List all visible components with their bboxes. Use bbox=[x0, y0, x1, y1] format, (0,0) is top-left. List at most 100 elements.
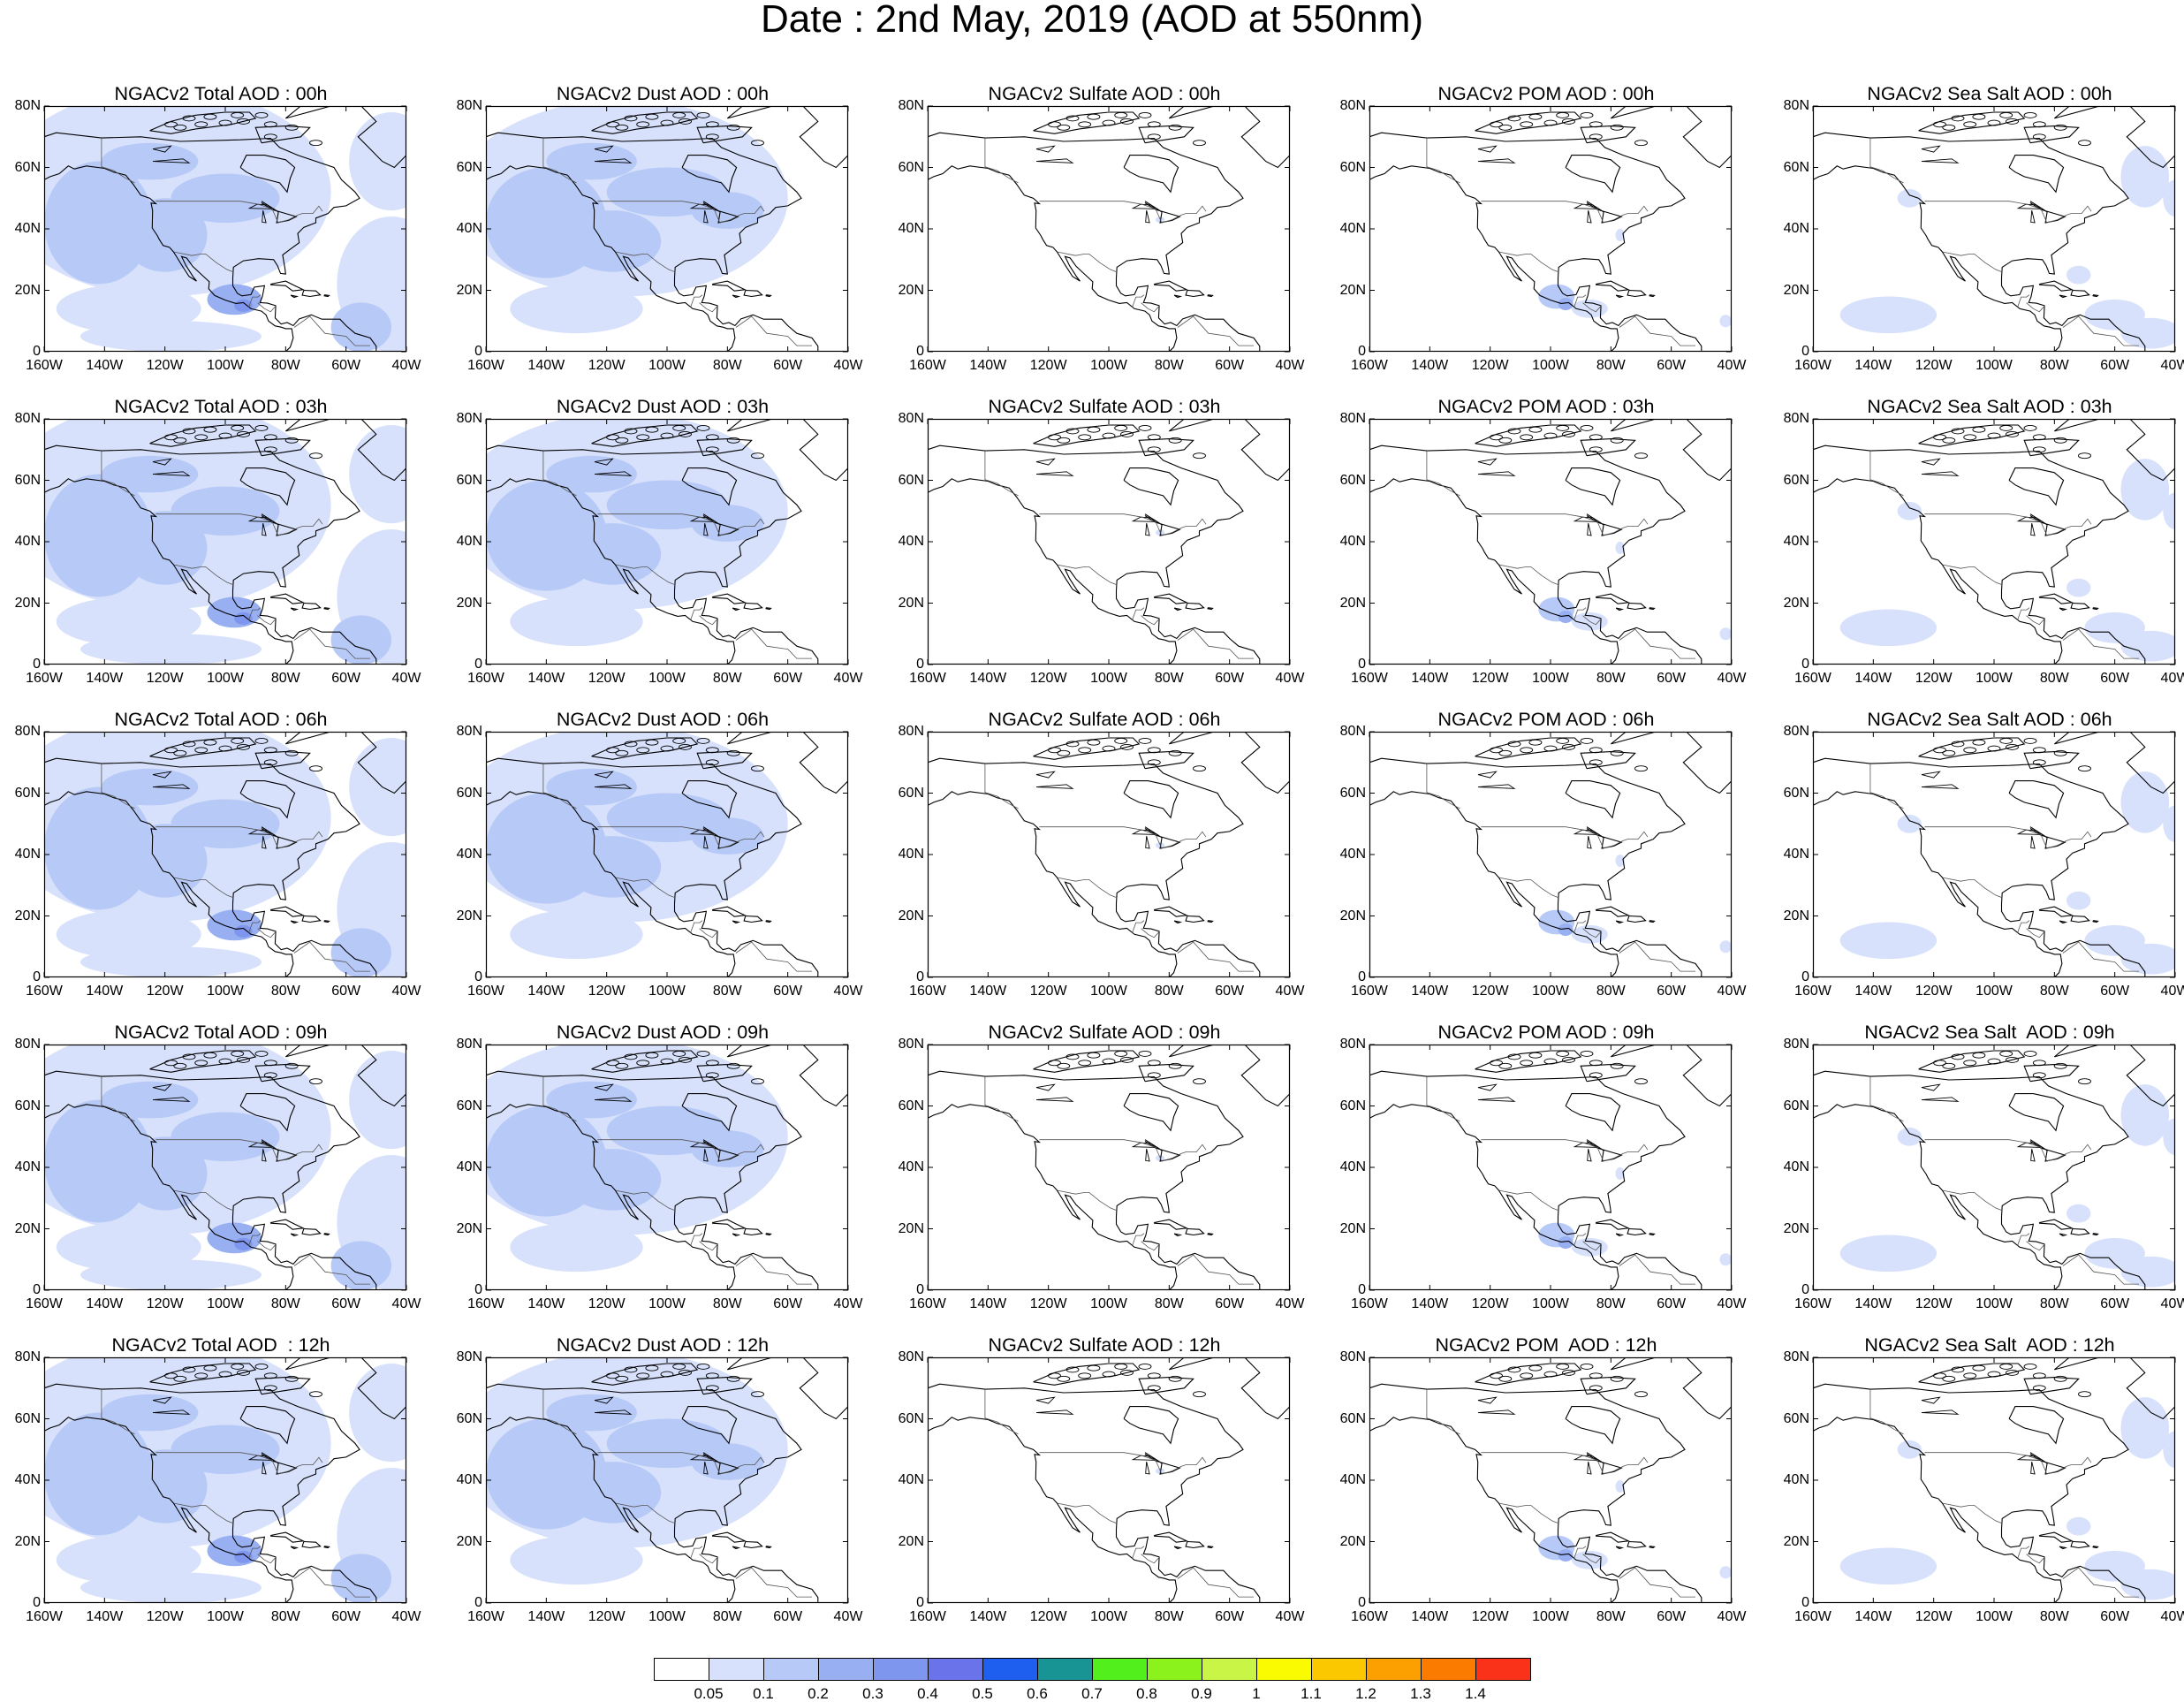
arctic-island-outline bbox=[679, 743, 692, 750]
coastline bbox=[1138, 438, 1194, 457]
lon-tick-label: 120W bbox=[1029, 671, 1067, 686]
lat-tick-label: 60N bbox=[456, 785, 482, 801]
aod-shade-region bbox=[2163, 179, 2175, 217]
arctic-island-outline bbox=[1610, 1375, 1624, 1382]
lake-outline bbox=[594, 1083, 614, 1091]
lake-outline bbox=[1035, 458, 1056, 466]
arctic-island-outline bbox=[1634, 1391, 1648, 1398]
coastline bbox=[1580, 1377, 1636, 1395]
arctic-island-outline bbox=[726, 437, 740, 444]
political-border bbox=[1924, 201, 2092, 224]
arctic-island-outline bbox=[1490, 1060, 1503, 1067]
lat-tick-label: 40N bbox=[1783, 221, 1809, 236]
lake-outline bbox=[689, 1455, 715, 1461]
arctic-island-outline bbox=[1114, 737, 1128, 744]
arctic-island-outline bbox=[1078, 747, 1092, 754]
arctic-island-outline bbox=[2032, 1060, 2046, 1067]
lake-outline bbox=[1035, 771, 1056, 779]
aod-shade-region bbox=[330, 1554, 391, 1603]
lake-outline bbox=[2016, 203, 2042, 209]
arctic-island-outline bbox=[751, 140, 764, 147]
lake-outline bbox=[152, 1409, 191, 1415]
panel-title: NGACv2 POM AOD : 09h bbox=[1437, 1022, 1655, 1043]
political-border bbox=[173, 877, 234, 899]
arctic-island-outline bbox=[1610, 437, 1624, 444]
lat-tick-label: 20N bbox=[898, 908, 924, 923]
lon-tick-label: 100W bbox=[1532, 671, 1569, 686]
coastline bbox=[1207, 920, 1214, 923]
coastline bbox=[1580, 751, 1636, 770]
panel-title: NGACv2 Sulfate AOD : 12h bbox=[988, 1334, 1221, 1356]
coastline bbox=[681, 155, 738, 194]
arctic-island-outline bbox=[1048, 1060, 1061, 1067]
coastline bbox=[928, 444, 1261, 665]
lake-outline bbox=[594, 145, 614, 153]
lon-tick-label: 100W bbox=[1090, 1609, 1127, 1624]
coastline bbox=[1240, 1045, 1290, 1107]
panel-title: NGACv2 Dust AOD : 06h bbox=[556, 709, 770, 730]
lon-tick-label: 80W bbox=[2039, 671, 2069, 686]
political-border bbox=[735, 315, 812, 346]
aod-shade-region bbox=[510, 284, 643, 334]
arctic-island-outline bbox=[2023, 1363, 2037, 1370]
political-border bbox=[1426, 1389, 1460, 1435]
lat-tick-label: 60N bbox=[898, 1098, 924, 1113]
political-border bbox=[1481, 1452, 1649, 1475]
political-border bbox=[1039, 513, 1207, 536]
political-border bbox=[155, 826, 323, 849]
political-border bbox=[597, 201, 765, 224]
lon-tick-label: 80W bbox=[270, 671, 300, 686]
political-border bbox=[101, 764, 135, 809]
political-border bbox=[735, 1567, 812, 1598]
arctic-island-outline bbox=[606, 747, 619, 754]
lat-tick-label: 20N bbox=[456, 908, 482, 923]
political-border bbox=[2062, 941, 2139, 972]
aod-shade-region bbox=[1897, 814, 1922, 833]
arctic-island-outline bbox=[1065, 1366, 1080, 1373]
arctic-island-outline bbox=[636, 121, 650, 128]
coastline bbox=[711, 906, 747, 917]
aod-shade-region bbox=[56, 1222, 201, 1273]
aod-shade-region bbox=[122, 824, 208, 898]
arctic-island-outline bbox=[2032, 121, 2046, 128]
coastline bbox=[290, 920, 300, 924]
political-border bbox=[1057, 251, 1118, 273]
coastline bbox=[1586, 1139, 1623, 1162]
aod-shade-region bbox=[349, 1364, 406, 1463]
coastline bbox=[261, 1139, 298, 1162]
lon-tick-label: 160W bbox=[1351, 1609, 1388, 1624]
coastline bbox=[799, 732, 848, 794]
colorbar-swatch bbox=[1366, 1658, 1422, 1681]
arctic-island-outline bbox=[1507, 1053, 1521, 1060]
arctic-island-outline bbox=[2032, 446, 2046, 453]
lat-tick-label: 80N bbox=[1339, 411, 1366, 426]
lon-tick-label: 160W bbox=[467, 671, 504, 686]
lon-tick-label: 100W bbox=[1532, 984, 1569, 999]
arctic-island-outline bbox=[1999, 737, 2013, 744]
lat-tick-label: 40N bbox=[14, 1472, 41, 1487]
map-canvas bbox=[485, 1044, 849, 1291]
panel-title: NGACv2 Dust AOD : 09h bbox=[556, 1022, 770, 1043]
colorbar-label: 1.2 bbox=[1355, 1685, 1376, 1702]
arctic-island-outline bbox=[1120, 1369, 1134, 1376]
political-border bbox=[257, 615, 277, 626]
coastline bbox=[1185, 602, 1205, 611]
arctic-island-outline bbox=[660, 745, 674, 752]
political-border bbox=[542, 1389, 577, 1435]
coastline bbox=[323, 607, 330, 611]
lat-tick-label: 40N bbox=[456, 847, 482, 862]
political-border bbox=[1039, 201, 1207, 224]
coastline bbox=[2070, 602, 2090, 611]
map-panel-seasalt-06h: NGACv2 Sea Salt AOD : 06h 80N 60N 40N 20N 0 16… bbox=[1769, 703, 2184, 1016]
arctic-island-outline bbox=[696, 1363, 710, 1370]
map-canvas bbox=[927, 731, 1291, 978]
coastline bbox=[239, 1406, 296, 1445]
lake-outline bbox=[1145, 835, 1150, 849]
political-border bbox=[699, 615, 718, 626]
lon-tick-label: 140W bbox=[1411, 984, 1449, 999]
lake-outline bbox=[1477, 771, 1498, 779]
lon-tick-label: 100W bbox=[648, 671, 686, 686]
coastline bbox=[2059, 294, 2068, 299]
arctic-island-outline bbox=[1078, 1060, 1092, 1067]
coastline bbox=[732, 1546, 741, 1550]
